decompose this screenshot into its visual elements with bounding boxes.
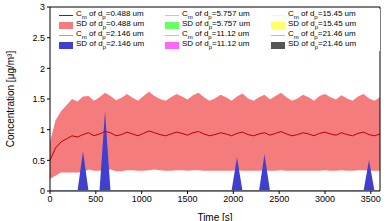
svg-text:2: 2 [40, 64, 45, 74]
html-text:SD of dp=5.757 um: SD of dp=5.757 um [182, 18, 251, 30]
svg-text:2.5: 2.5 [32, 33, 45, 43]
html-text:SD of dp=21.46 um: SD of dp=21.46 um [288, 38, 357, 50]
svg-text:500: 500 [88, 194, 103, 204]
svg-text:3000: 3000 [315, 194, 335, 204]
svg-text:1: 1 [40, 125, 45, 135]
html-text:Cmof dp=15.45 um: Cmof dp=15.45 um [288, 8, 356, 20]
svg-text:0: 0 [47, 194, 52, 204]
svg-text:2000: 2000 [223, 194, 243, 204]
svg-text:Concentration [μg/m³]: Concentration [μg/m³] [8, 51, 16, 148]
html-text:Cmof dp=5.757 um: Cmof dp=5.757 um [182, 8, 250, 20]
svg-text:3500: 3500 [361, 194, 381, 204]
svg-text:3: 3 [40, 2, 45, 12]
svg-text:1.5: 1.5 [32, 94, 45, 104]
svg-text:0.5: 0.5 [32, 156, 45, 166]
svg-text:Time [s]: Time [s] [197, 212, 232, 221]
svg-text:2500: 2500 [269, 194, 289, 204]
html-text:SD of dp=2.146 um: SD of dp=2.146 um [76, 38, 145, 50]
svg-text:1000: 1000 [132, 194, 152, 204]
svg-text:1500: 1500 [177, 194, 197, 204]
svg-text:0: 0 [40, 186, 45, 196]
html-text:Cmof dp=21.46 um: Cmof dp=21.46 um [288, 28, 356, 40]
html-text:Cmof dp=2.146 um: Cmof dp=2.146 um [76, 28, 144, 40]
html-text:Cmof dp=11.12 um: Cmof dp=11.12 um [182, 28, 250, 40]
html-text:Cmof dp=0.488 um: Cmof dp=0.488 um [76, 8, 144, 20]
html-text:SD of dp=11.12 um: SD of dp=11.12 um [182, 38, 250, 50]
html-text:SD of dp=0.488 um: SD of dp=0.488 um [76, 18, 145, 30]
html-text:SD of dp=15.45 um: SD of dp=15.45 um [288, 18, 357, 30]
